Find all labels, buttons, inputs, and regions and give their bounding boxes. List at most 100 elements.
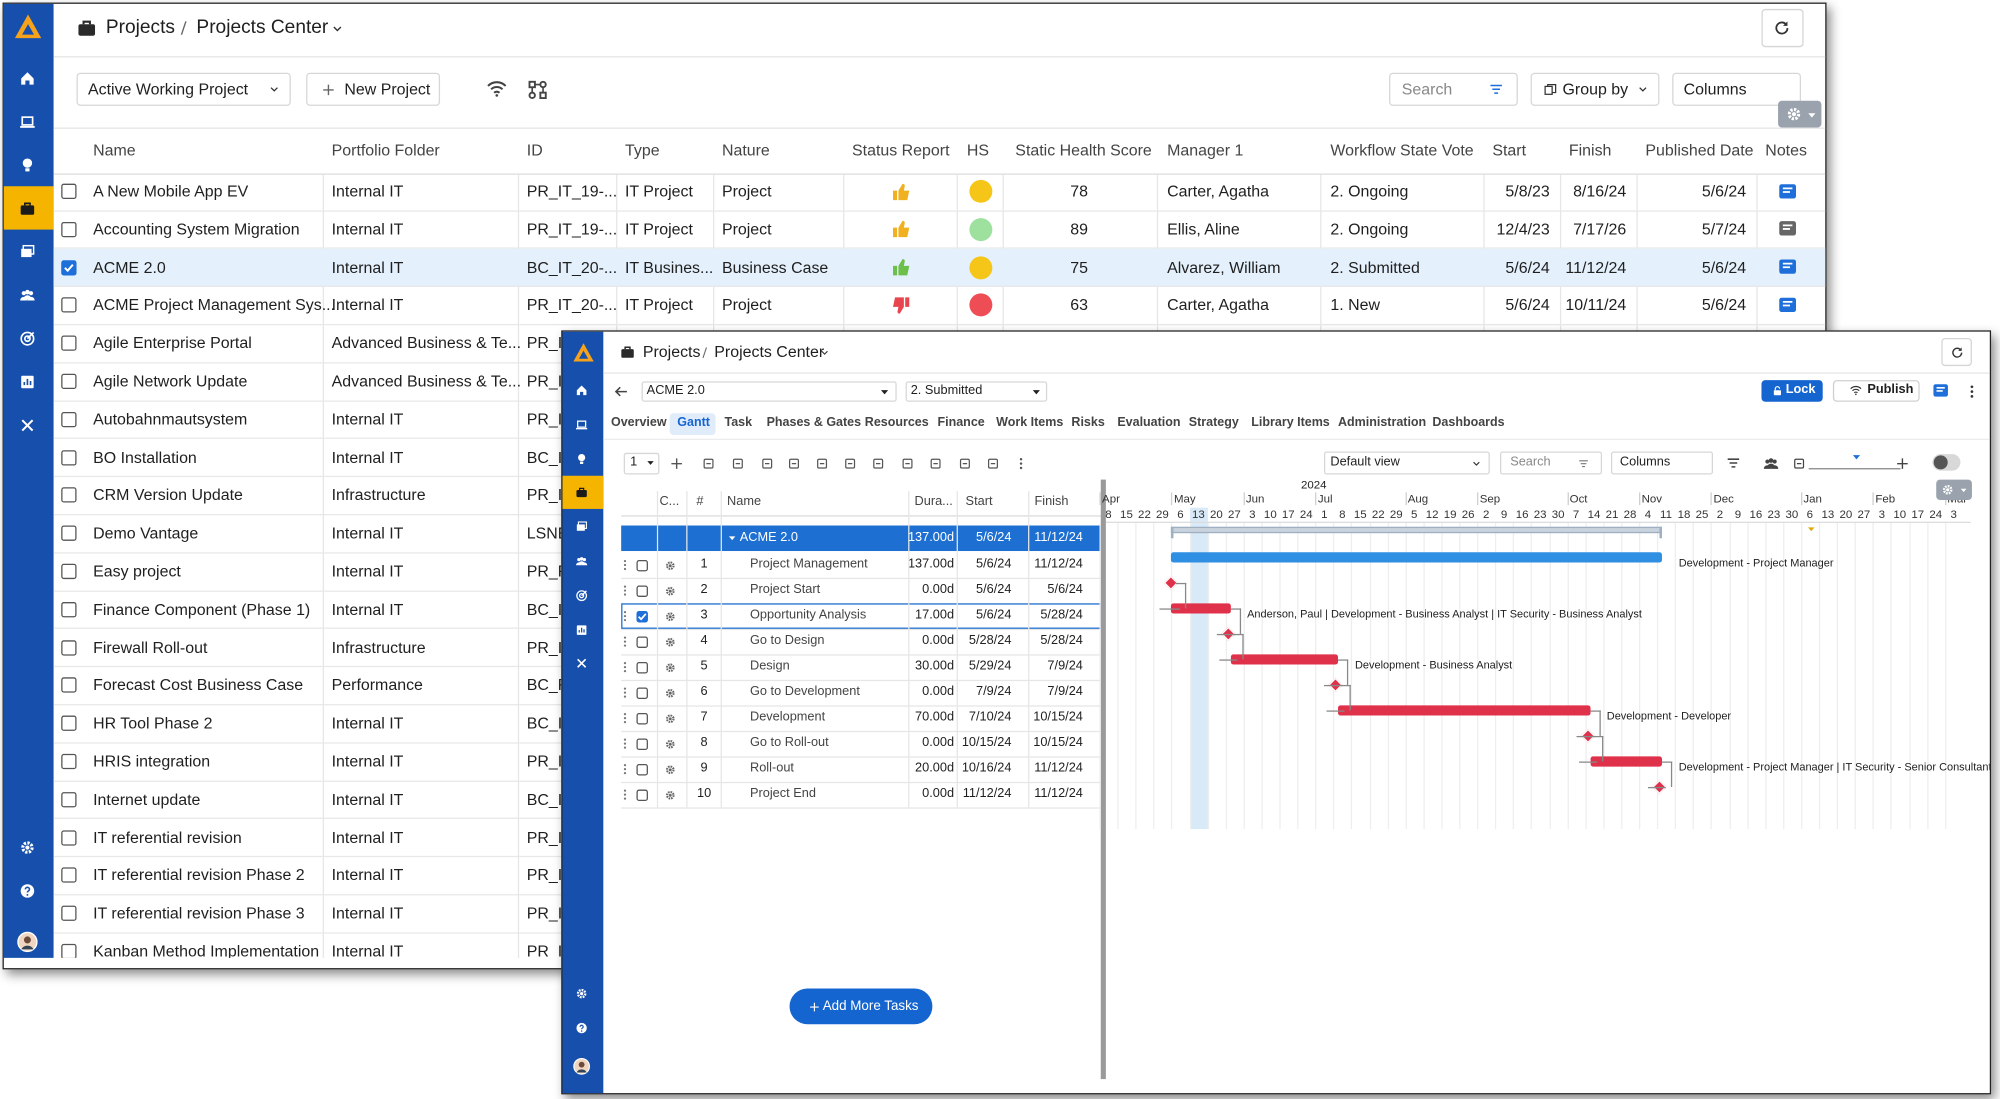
nav-target[interactable] xyxy=(575,589,588,602)
tab[interactable]: Overview xyxy=(610,415,667,430)
drag-handle[interactable] xyxy=(619,763,632,776)
toolbar-button[interactable] xyxy=(871,456,885,470)
tab[interactable]: Task xyxy=(724,415,753,430)
columns-dropdown[interactable] xyxy=(1610,451,1714,475)
nav-help[interactable] xyxy=(18,882,35,899)
tab[interactable]: Dashboards xyxy=(1432,415,1505,430)
drag-handle[interactable] xyxy=(619,584,632,597)
nav-chart[interactable] xyxy=(575,623,588,636)
refresh-button[interactable] xyxy=(1941,338,1972,367)
drag-handle[interactable] xyxy=(619,686,632,699)
back-arrow[interactable] xyxy=(614,384,629,399)
row-gear[interactable] xyxy=(664,661,675,672)
row-checkbox[interactable] xyxy=(61,449,77,466)
toolbar-button[interactable] xyxy=(760,456,774,470)
flow-icon[interactable] xyxy=(526,78,548,100)
row-gear[interactable] xyxy=(664,559,675,570)
row-checkbox[interactable] xyxy=(636,635,648,648)
tab[interactable]: Strategy xyxy=(1188,415,1239,430)
row-checkbox[interactable] xyxy=(636,737,648,750)
row-checkbox[interactable] xyxy=(636,610,648,622)
nav-folders[interactable] xyxy=(575,521,588,534)
project-dropdown[interactable] xyxy=(641,381,897,402)
toolbar-button[interactable] xyxy=(701,456,715,470)
settings-button[interactable] xyxy=(1778,100,1822,128)
row-checkbox[interactable] xyxy=(61,677,77,694)
row-gear[interactable] xyxy=(664,789,675,800)
level-dropdown[interactable] xyxy=(623,452,660,475)
row-checkbox[interactable] xyxy=(61,943,77,958)
row-checkbox[interactable] xyxy=(636,559,648,571)
nav-people[interactable] xyxy=(18,286,35,303)
nav-gear[interactable] xyxy=(575,987,588,1000)
row-gear[interactable] xyxy=(664,687,675,698)
toolbar-button[interactable] xyxy=(814,456,828,470)
row-checkbox[interactable] xyxy=(61,753,77,770)
nav-tools[interactable] xyxy=(18,416,35,433)
row-gear[interactable] xyxy=(664,585,675,596)
zoom-out[interactable] xyxy=(1791,456,1805,470)
nav-briefcase[interactable] xyxy=(18,200,35,217)
toolbar-button[interactable] xyxy=(1013,456,1027,470)
nav-laptop[interactable] xyxy=(18,113,35,130)
nav-laptop[interactable] xyxy=(575,418,588,431)
row-checkbox[interactable] xyxy=(636,763,648,775)
nav-bulb[interactable] xyxy=(575,452,588,465)
row-gear[interactable] xyxy=(664,763,675,774)
drag-handle[interactable] xyxy=(619,737,632,750)
nav-people[interactable] xyxy=(575,555,588,568)
row-checkbox[interactable] xyxy=(61,601,77,618)
tab[interactable]: Resources xyxy=(864,415,929,430)
tab[interactable]: Evaluation xyxy=(1117,415,1181,430)
search-box[interactable] xyxy=(1389,72,1518,106)
columns-dropdown[interactable] xyxy=(1672,72,1802,106)
toolbar-button[interactable] xyxy=(786,456,800,470)
nav-help[interactable] xyxy=(575,1022,588,1035)
nav-folders[interactable] xyxy=(18,243,35,260)
toolbar-button[interactable] xyxy=(928,456,942,470)
row-checkbox[interactable] xyxy=(61,297,77,313)
wifi-icon[interactable] xyxy=(485,77,507,99)
row-checkbox[interactable] xyxy=(61,791,77,808)
toolbar-button[interactable] xyxy=(900,456,914,470)
tab[interactable]: Finance xyxy=(937,415,985,430)
zoom-in[interactable] xyxy=(1895,456,1909,470)
nav-avatar[interactable] xyxy=(573,1057,591,1075)
row-checkbox[interactable] xyxy=(636,788,648,801)
row-checkbox[interactable] xyxy=(61,411,77,428)
row-checkbox[interactable] xyxy=(61,487,77,504)
nav-briefcase[interactable] xyxy=(575,486,588,499)
row-checkbox[interactable] xyxy=(61,563,77,580)
row-checkbox[interactable] xyxy=(61,867,77,884)
drag-handle[interactable] xyxy=(619,712,632,725)
drag-handle[interactable] xyxy=(619,635,632,648)
breadcrumb[interactable]: Projects xyxy=(642,343,701,361)
row-checkbox[interactable] xyxy=(61,259,77,275)
row-checkbox[interactable] xyxy=(61,221,77,237)
group-by-dropdown[interactable] xyxy=(1530,72,1660,106)
new-project-button[interactable] xyxy=(306,72,441,106)
notes-icon[interactable] xyxy=(1932,382,1949,399)
row-checkbox[interactable] xyxy=(61,335,77,352)
gantt-settings[interactable] xyxy=(1936,479,1972,500)
refresh-button[interactable] xyxy=(1761,8,1804,48)
row-gear[interactable] xyxy=(664,712,675,723)
nav-tools[interactable] xyxy=(575,657,588,670)
notes-icon[interactable] xyxy=(1777,296,1796,315)
toolbar-button[interactable] xyxy=(985,456,999,470)
toolbar-button[interactable] xyxy=(842,456,856,470)
notes-icon[interactable] xyxy=(1777,220,1796,239)
row-checkbox[interactable] xyxy=(61,829,77,846)
toolbar-button[interactable] xyxy=(957,456,971,470)
nav-target[interactable] xyxy=(18,330,35,347)
state-dropdown[interactable] xyxy=(905,381,1048,402)
nav-avatar[interactable] xyxy=(16,930,38,952)
row-gear[interactable] xyxy=(664,738,675,749)
drag-handle[interactable] xyxy=(619,788,632,801)
row-checkbox[interactable] xyxy=(636,686,648,699)
resources-icon[interactable] xyxy=(1762,455,1779,472)
row-checkbox[interactable] xyxy=(636,661,648,673)
nav-home[interactable] xyxy=(575,384,588,397)
view-dropdown[interactable] xyxy=(1323,451,1490,475)
drag-handle[interactable] xyxy=(619,661,632,674)
